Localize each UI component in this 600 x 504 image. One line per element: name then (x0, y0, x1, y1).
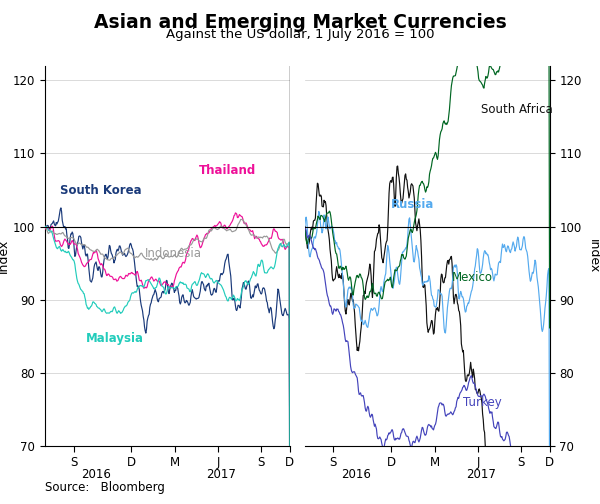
Text: Source:   Bloomberg: Source: Bloomberg (45, 481, 165, 494)
Text: Indonesia: Indonesia (145, 247, 202, 260)
Text: 2017: 2017 (206, 468, 236, 481)
Text: Malaysia: Malaysia (86, 332, 144, 345)
Y-axis label: index: index (0, 239, 10, 273)
Text: 2017: 2017 (466, 468, 496, 481)
Text: Russia: Russia (391, 198, 434, 211)
Text: Mexico: Mexico (451, 271, 493, 284)
Text: Thailand: Thailand (199, 164, 256, 177)
Text: Asian and Emerging Market Currencies: Asian and Emerging Market Currencies (94, 13, 506, 32)
Y-axis label: index: index (587, 239, 600, 273)
Text: Turkey: Turkey (463, 396, 502, 409)
Text: South Africa: South Africa (481, 103, 553, 116)
Text: Against the US dollar, 1 July 2016 = 100: Against the US dollar, 1 July 2016 = 100 (166, 28, 434, 41)
Text: 2016: 2016 (341, 468, 371, 481)
Text: 2016: 2016 (82, 468, 112, 481)
Text: South Korea: South Korea (59, 183, 141, 197)
